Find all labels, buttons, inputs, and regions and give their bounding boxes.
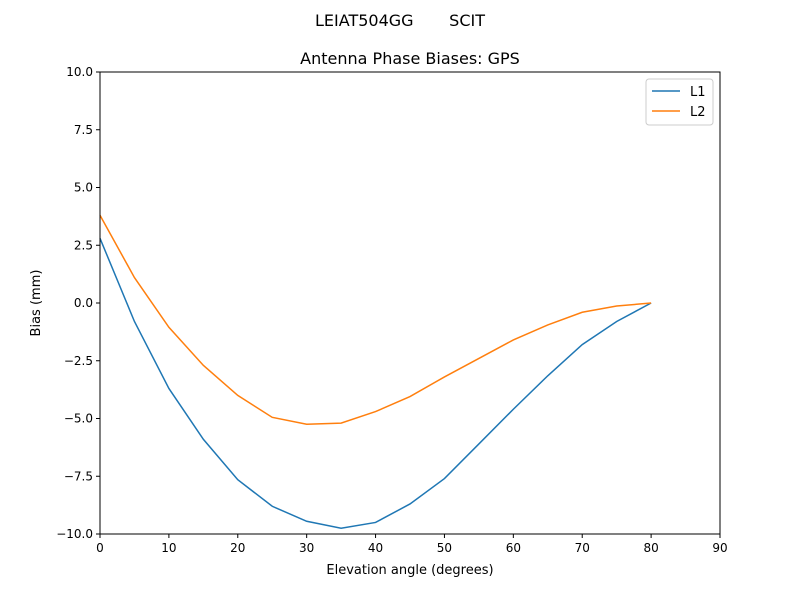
x-tick-label: 40 xyxy=(368,541,383,555)
x-tick-label: 10 xyxy=(161,541,176,555)
y-axis-label: Bias (mm) xyxy=(29,270,44,337)
y-tick-label: 2.5 xyxy=(74,238,93,252)
y-tick-label: 5.0 xyxy=(74,181,93,195)
x-tick-label: 30 xyxy=(299,541,314,555)
legend-label-L1: L1 xyxy=(690,85,706,100)
y-tick-label: −2.5 xyxy=(64,354,93,368)
y-tick-label: −7.5 xyxy=(64,469,93,483)
x-tick-label: 50 xyxy=(437,541,452,555)
x-tick-label: 80 xyxy=(643,541,658,555)
y-tick-label: −5.0 xyxy=(64,412,93,426)
series-line-L2 xyxy=(99,214,652,426)
x-tick-label: 70 xyxy=(575,541,590,555)
legend-label-L2: L2 xyxy=(690,105,706,120)
suptitle: LEIAT504GG SCIT xyxy=(315,11,485,30)
x-tick-label: 60 xyxy=(506,541,521,555)
x-tick-label: 90 xyxy=(712,541,727,555)
chart-title: Antenna Phase Biases: GPS xyxy=(300,49,520,68)
x-tick-label: 0 xyxy=(96,541,104,555)
x-tick-label: 20 xyxy=(230,541,245,555)
y-tick-label: −10.0 xyxy=(56,527,93,541)
x-axis-label: Elevation angle (degrees) xyxy=(326,563,493,578)
plot-area: 0 10 20 30 40 50 60 70 80 90 −10.0 −7.5 −5.0 −2.5 0.0 2… xyxy=(56,65,727,555)
y-tick-label: 10.0 xyxy=(66,65,93,79)
series-line-L1 xyxy=(99,238,652,529)
axes-frame xyxy=(99,71,721,535)
y-tick-label: 7.5 xyxy=(74,123,93,137)
y-tick-label: 0.0 xyxy=(74,296,93,310)
